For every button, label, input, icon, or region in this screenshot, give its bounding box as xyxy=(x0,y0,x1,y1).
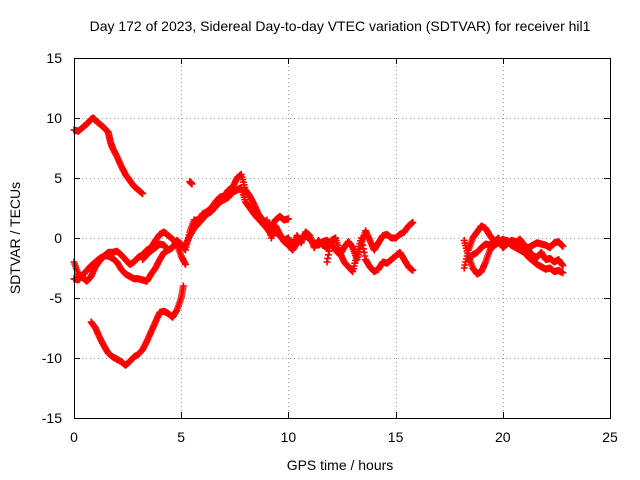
x-tick-label: 10 xyxy=(281,429,297,445)
x-tick-label: 20 xyxy=(495,429,511,445)
series-track-4 xyxy=(70,246,172,285)
y-tick-label: 5 xyxy=(54,170,62,186)
y-tick-label: -5 xyxy=(50,290,63,306)
data-point xyxy=(181,260,189,268)
series-track-5 xyxy=(139,170,292,264)
series-track-1 xyxy=(70,114,147,198)
data-point xyxy=(188,180,196,188)
data-point xyxy=(409,266,417,274)
data-point xyxy=(559,242,567,250)
x-axis-label: GPS time / hours xyxy=(287,457,394,473)
series-track-9 xyxy=(323,234,417,276)
series-track-7 xyxy=(186,178,196,188)
x-tick-label: 5 xyxy=(177,429,185,445)
y-tick-label: 10 xyxy=(46,110,62,126)
data-point xyxy=(409,218,417,226)
data-point xyxy=(139,190,147,198)
data-point xyxy=(559,262,567,270)
data-points xyxy=(70,114,567,369)
chart-title: Day 172 of 2023, Sidereal Day-to-day VTE… xyxy=(90,18,591,34)
x-tick-label: 0 xyxy=(70,429,78,445)
series-track-11 xyxy=(460,222,567,272)
series-track-2 xyxy=(87,282,187,369)
x-tick-label: 15 xyxy=(388,429,404,445)
data-point xyxy=(179,282,187,290)
y-tick-label: 15 xyxy=(46,50,62,66)
y-tick-label: -15 xyxy=(42,410,62,426)
x-tick-label: 25 xyxy=(602,429,618,445)
axis-ticks: 0 5 10 15 20 25 -15 -10 -5 0 5 10 15 xyxy=(42,50,618,445)
data-point xyxy=(284,215,292,223)
y-tick-label: 0 xyxy=(54,230,62,246)
y-tick-label: -10 xyxy=(42,350,62,366)
y-axis-label: SDTVAR / TECUs xyxy=(7,182,23,294)
series-track-12 xyxy=(464,235,567,277)
data-point xyxy=(559,269,567,277)
